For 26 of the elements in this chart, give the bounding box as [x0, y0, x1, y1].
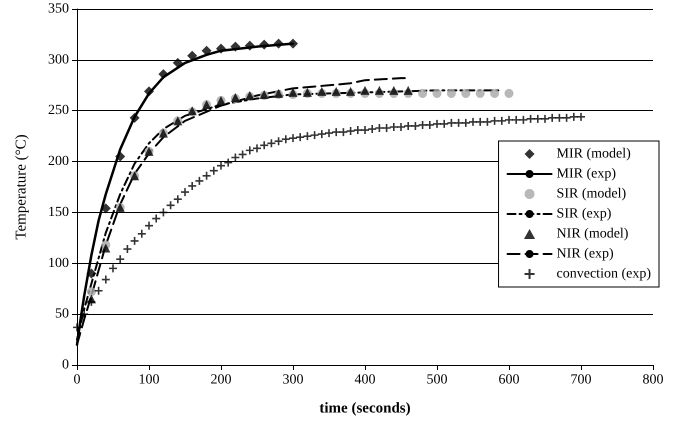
legend-label: SIR (exp) — [556, 206, 612, 222]
x-tick-label: 600 — [498, 372, 520, 388]
x-tick-label: 700 — [570, 372, 592, 388]
y-axis-title: Temperature (°C) — [14, 134, 30, 240]
x-tick-label: 400 — [354, 372, 376, 388]
legend-label: MIR (exp) — [556, 166, 616, 182]
y-tick-label: 250 — [48, 103, 69, 118]
y-tick-label: 0 — [62, 358, 69, 372]
legend-label: MIR (model) — [556, 146, 632, 162]
y-tick-label: 50 — [55, 306, 69, 322]
x-tick-label: 200 — [210, 372, 232, 388]
legend-label: NIR (exp) — [556, 246, 614, 262]
y-tick-label: 350 — [48, 2, 69, 16]
y-tick-label: 200 — [48, 154, 69, 170]
y-tick-label: 150 — [48, 204, 69, 220]
x-tick-label: 100 — [138, 372, 160, 388]
x-tick-label: 800 — [642, 372, 664, 388]
legend-label: SIR (model) — [556, 186, 626, 202]
y-tick-label: 300 — [48, 52, 69, 68]
legend-label: NIR (model) — [556, 226, 629, 242]
legend-label: convection (exp) — [556, 266, 652, 282]
x-tick-label: 0 — [74, 372, 80, 388]
y-tick-label: 100 — [48, 256, 69, 271]
x-tick-label: 500 — [426, 372, 448, 388]
x-axis-title: time (seconds) — [319, 400, 411, 416]
x-tick-label: 300 — [282, 372, 304, 388]
